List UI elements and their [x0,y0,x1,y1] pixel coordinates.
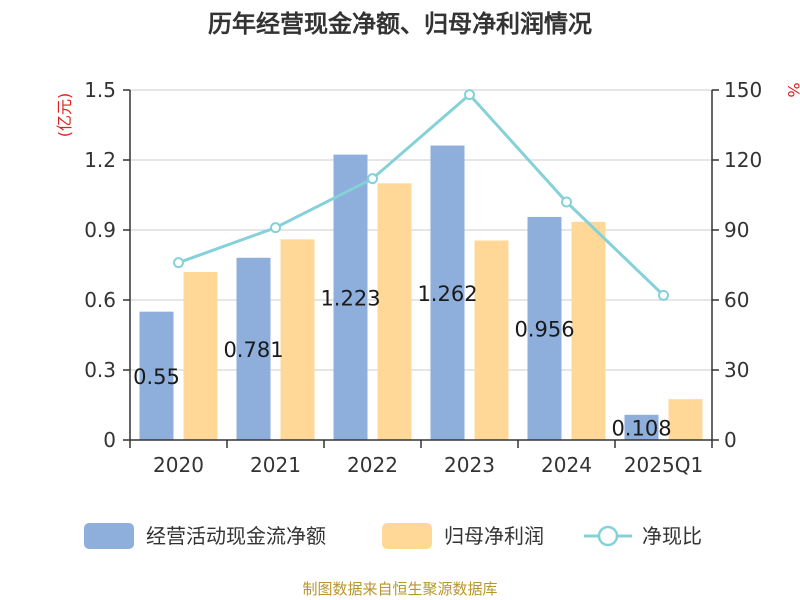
y-right-tick-label: 90 [724,218,749,242]
y-left-tick-label: 1.5 [84,78,116,102]
data-label-cashflow: 1.262 [417,282,477,306]
bar-net-profit [183,272,218,440]
bar-cashflow [624,414,659,440]
y-left-tick-label: 0.3 [84,358,116,382]
legend-swatch-cashflow[interactable] [84,523,134,549]
bars [139,145,703,441]
data-label-cashflow: 0.55 [133,365,180,389]
data-label-cashflow: 0.781 [223,338,283,362]
x-tick-label: 2023 [444,453,495,477]
bar-cashflow [139,311,174,440]
y-right-tick-label: 30 [724,358,749,382]
y-right-tick-label: 150 [724,78,762,102]
y-left-tick-label: 0.6 [84,288,116,312]
bar-cashflow [527,216,562,440]
line-point [658,289,669,301]
y-left-unit: (亿元) [55,93,74,138]
y-right-unit: % [784,82,800,97]
legend[interactable]: 经营活动现金流净额 归母净利润 净现比 [84,523,702,549]
data-label-cashflow: 1.223 [320,286,380,310]
bar-net-profit [377,183,412,441]
bar-cashflow [430,145,465,441]
gridlines [130,89,712,371]
data-label-cashflow: 0.956 [514,317,574,341]
line-point [464,89,475,101]
line-point [367,173,378,185]
y-right-tick-label: 60 [724,288,749,312]
bar-cashflow [236,257,271,440]
y-left-tick-label: 0.9 [84,218,116,242]
axes: 0 0 0.3 30 0.6 60 0.9 90 1.2 120 1.5 150 2020 2021 202… [84,78,762,477]
legend-label-net-profit[interactable]: 归母净利润 [444,524,544,548]
data-labels: 0.55 0.781 1.223 1.262 0.956 0.108 [133,282,671,441]
legend-label-ratio[interactable]: 净现比 [642,524,702,548]
legend-label-cashflow[interactable]: 经营活动现金流净额 [146,524,326,548]
y-right-tick-label: 0 [724,428,737,452]
x-tick-label: 2025Q1 [624,453,703,477]
y-right-tick-label: 120 [724,148,762,172]
chart-title: 历年经营现金净额、归母净利润情况 [208,10,592,38]
data-label-cashflow: 0.108 [611,416,671,440]
bar-cashflow [333,154,368,440]
bar-net-profit [571,221,606,440]
x-tick-label: 2021 [250,453,301,477]
source-note: 制图数据来自恒生聚源数据库 [302,580,497,598]
legend-swatch-net-profit[interactable] [382,523,432,549]
line-point [561,196,572,208]
line-series [173,89,669,301]
line-point [173,257,184,269]
bar-net-profit [668,399,703,440]
bar-net-profit [474,240,509,440]
legend-marker-ratio[interactable] [597,525,619,547]
x-tick-label: 2022 [347,453,398,477]
y-left-tick-label: 0 [103,428,116,452]
line-point [270,222,281,234]
bar-net-profit [280,239,315,440]
line-net-cash-ratio [177,93,665,297]
x-tick-label: 2024 [541,453,592,477]
y-left-tick-label: 1.2 [84,148,116,172]
x-tick-label: 2020 [153,453,204,477]
